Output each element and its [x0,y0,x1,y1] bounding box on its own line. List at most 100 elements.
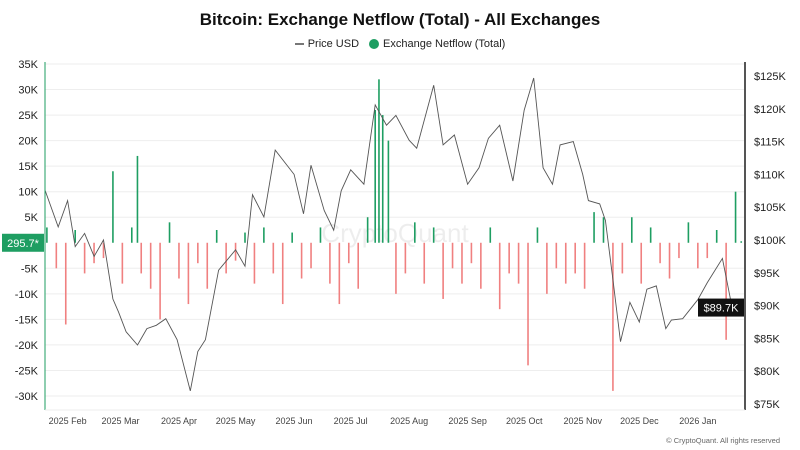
legend: Price USD Exchange Netflow (Total) [0,38,800,50]
netflow-bar [83,242,86,274]
price-line [44,77,742,392]
netflow-bar [93,242,95,264]
netflow-bar [527,242,529,366]
netflow-bar [734,191,737,243]
y-right-tick-label: $115K [754,137,786,149]
netflow-bar [159,242,161,320]
y-left-tick-label: 20K [18,136,38,148]
netflow-bar [357,242,360,289]
netflow-bar [470,242,473,264]
netflow-bar [55,242,58,269]
y-left-tick-label: -15K [15,314,39,326]
netflow-bar [197,242,199,264]
netflow-bar [46,227,48,243]
legend-price-swatch [294,43,304,46]
netflow-bar [536,227,539,243]
x-tick-label: 2025 Dec [620,416,659,426]
netflow-bar [234,242,237,261]
y-left-tick-label: -20K [15,340,39,352]
y-left-tick-label: -10K [15,289,39,301]
netflow-bar [564,242,567,284]
y-left-tick-label: 10K [18,187,38,199]
y-right-tick-label: $85K [754,333,780,345]
y-right-tick-label: $80K [754,366,780,378]
netflow-bar [451,242,454,269]
netflow-bar [489,227,492,243]
netflow-bar [329,242,331,284]
x-tick-label: 2025 Apr [161,416,197,426]
y-right-tick-label: $75K [754,399,780,411]
y-right-tick-label: $90K [754,301,780,313]
netflow-bar [442,242,444,299]
y-left-tick-label: 25K [18,110,38,122]
netflow-bar [112,171,114,243]
legend-netflow-label[interactable]: Exchange Netflow (Total) [383,38,506,51]
netflow-bar [140,242,143,274]
netflow-bar [319,227,322,243]
x-tick-label: 2025 Jun [276,416,313,426]
netflow-bar [130,227,133,243]
netflow-bar [149,242,152,289]
x-tick-label: 2025 Feb [49,416,87,426]
netflow-bar [725,242,727,340]
netflow-bar [300,242,303,279]
y-left-tick-label: 15K [18,161,38,173]
legend-price-label[interactable]: Price USD [307,38,360,51]
y-left-tick-label: -25K [15,365,39,377]
netflow-bar [668,242,671,279]
netflow-bar [546,242,548,294]
netflow-bar [414,222,416,243]
x-tick-label: 2025 Aug [390,416,428,426]
netflow-bar [347,242,350,264]
x-tick-label: 2025 Mar [101,416,139,426]
netflow-bar [395,242,397,294]
netflow-bar [121,242,124,284]
x-tick-label: 2025 May [216,416,256,426]
netflow-bar [602,217,605,243]
x-tick-label: 2025 Nov [563,416,602,426]
y-left-tick-label: 5K [25,212,39,224]
netflow-bar [64,242,67,325]
x-tick-label: 2025 Sep [448,416,487,426]
chart-title: Bitcoin: Exchange Netflow (Total) - All … [199,10,601,29]
netflow-bar [555,242,558,269]
netflow-bar [706,242,709,259]
netflow-bar [640,242,643,284]
netflow-bar [102,242,105,259]
netflow-bar [498,242,501,310]
netflow-bar [508,242,510,274]
netflow-bar [697,242,699,269]
netflow-bar [593,212,595,243]
netflow-bar [432,227,435,243]
netflow-bar [310,242,312,269]
netflow-current-value: 295.7* [7,238,40,250]
netflow-bar [687,222,690,243]
netflow-bar [480,242,482,289]
netflow-bar [281,242,284,305]
netflow-bar [168,222,171,243]
y-left-tick-label: 35K [18,59,38,71]
netflow-bar [381,115,384,243]
netflow-bar [678,242,680,259]
netflow-bar [621,242,624,274]
netflow-current-badge [2,233,44,252]
netflow-bar [338,242,341,305]
x-tick-label: 2025 Jul [334,416,368,426]
y-right-tick-label: $125K [754,71,786,83]
price-current-value: $89.7K [704,303,740,315]
y-right-tick-label: $120K [754,104,786,116]
netflow-bar [215,230,218,243]
netflow-bar [517,242,520,284]
legend-netflow-swatch [369,39,380,50]
netflow-bar [206,242,209,289]
netflow-bar [630,217,633,243]
y-right-tick-label: $110K [754,169,786,181]
netflow-bar [659,242,661,264]
netflow-bar [374,109,376,243]
netflow-bar [649,227,652,243]
y-right-tick-label: $100K [754,235,786,247]
copyright-footer: © CryptoQuant. All rights reserved [666,436,780,445]
netflow-bar [187,242,190,305]
netflow-bar [136,155,139,243]
